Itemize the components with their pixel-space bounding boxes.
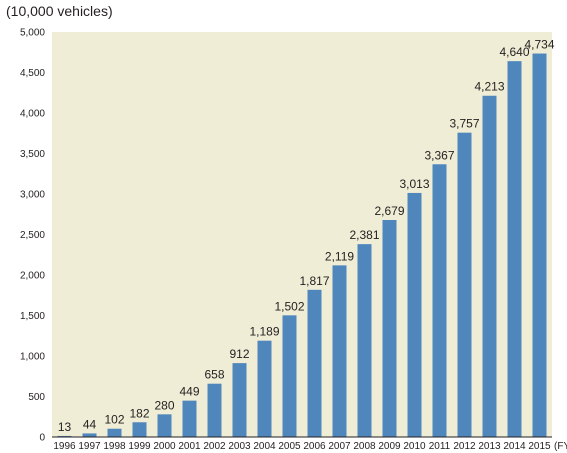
value-label-2008: 2,381: [349, 228, 379, 242]
x-tick-label-2004: 2004: [253, 441, 276, 452]
x-tick-label-2005: 2005: [278, 441, 301, 452]
value-label-2009: 2,679: [374, 204, 404, 218]
x-tick-label-2014: 2014: [503, 441, 526, 452]
value-label-2015: 4,734: [524, 38, 554, 52]
x-axis-suffix: (FY): [554, 441, 567, 452]
value-label-1996: 13: [58, 420, 72, 434]
y-tick-label: 5,000: [20, 28, 45, 39]
x-tick-label-2012: 2012: [453, 441, 476, 452]
x-tick-label-2007: 2007: [328, 441, 351, 452]
bar-1997: [82, 433, 97, 437]
value-label-2005: 1,502: [274, 299, 304, 313]
value-label-2012: 3,757: [449, 117, 479, 131]
y-tick-label: 2,000: [20, 271, 45, 282]
bar-2001: [182, 400, 197, 437]
x-tick-label-2015: 2015: [528, 441, 551, 452]
x-tick-label-2006: 2006: [303, 441, 326, 452]
y-tick-label: 3,500: [20, 149, 45, 160]
x-tick-label-2000: 2000: [153, 441, 176, 452]
value-label-2010: 3,013: [399, 177, 429, 191]
bar-2014: [507, 61, 522, 437]
value-label-2004: 1,189: [249, 325, 279, 339]
value-label-2000: 280: [154, 398, 174, 412]
value-label-1998: 102: [104, 413, 124, 427]
bar-2009: [382, 220, 397, 437]
bar-1999: [132, 422, 147, 437]
x-tick-label-2011: 2011: [429, 441, 451, 452]
bar-2006: [307, 289, 322, 437]
x-tick-label-2009: 2009: [378, 441, 401, 452]
x-tick-label-1996: 1996: [53, 441, 76, 452]
y-axis: 0 500 1,000 1,500 2,000 2,500 3,000 3,500 4,000 4…: [20, 28, 45, 444]
x-tick-label-2008: 2008: [353, 441, 376, 452]
bar-2011: [432, 164, 447, 437]
y-tick-label: 2,500: [20, 230, 45, 241]
value-label-2002: 658: [204, 368, 224, 382]
bar-2002: [207, 383, 222, 437]
y-tick-label: 1,000: [20, 352, 45, 363]
x-tick-label-2002: 2002: [203, 441, 226, 452]
value-label-2006: 1,817: [299, 274, 329, 288]
bar-2008: [357, 244, 372, 437]
y-tick-label: 0: [39, 433, 45, 444]
bar-1998: [107, 428, 122, 437]
bar-2015: [532, 53, 547, 438]
value-label-1999: 182: [129, 406, 149, 420]
value-label-2011: 3,367: [424, 148, 454, 162]
x-tick-label-1998: 1998: [103, 441, 126, 452]
bar-1996: [57, 435, 72, 437]
y-tick-label: 4,500: [20, 68, 45, 79]
x-tick-label-1999: 1999: [128, 441, 151, 452]
x-axis: 1996 1997 1998 1999 2000 2001 2002 2003 2004 2005…: [52, 436, 552, 452]
x-tick-label-2001: 2001: [178, 441, 201, 452]
x-tick-label-2003: 2003: [228, 441, 251, 452]
y-unit-label: (10,000 vehicles): [6, 3, 113, 19]
bar-2004: [257, 340, 272, 437]
x-tick-label-2010: 2010: [403, 441, 426, 452]
value-label-2014: 4,640: [499, 45, 529, 59]
bars: [57, 53, 547, 438]
y-tick-label: 500: [28, 392, 45, 403]
bar-2007: [332, 265, 347, 437]
bar-2000: [157, 414, 172, 437]
bar-2010: [407, 192, 422, 437]
bar-2005: [282, 315, 297, 437]
value-label-2007: 2,119: [325, 249, 354, 263]
bar-2003: [232, 363, 247, 437]
x-tick-label-1997: 1997: [78, 441, 101, 452]
value-label-2013: 4,213: [474, 80, 504, 94]
y-tick-label: 1,500: [20, 311, 45, 322]
y-tick-label: 4,000: [20, 109, 45, 120]
value-label-2003: 912: [229, 347, 249, 361]
value-label-2001: 449: [179, 385, 199, 399]
value-label-1997: 44: [83, 417, 97, 431]
bar-2013: [482, 95, 497, 437]
y-tick-label: 3,000: [20, 190, 45, 201]
x-tick-label-2013: 2013: [478, 441, 501, 452]
bar-2012: [457, 132, 472, 438]
